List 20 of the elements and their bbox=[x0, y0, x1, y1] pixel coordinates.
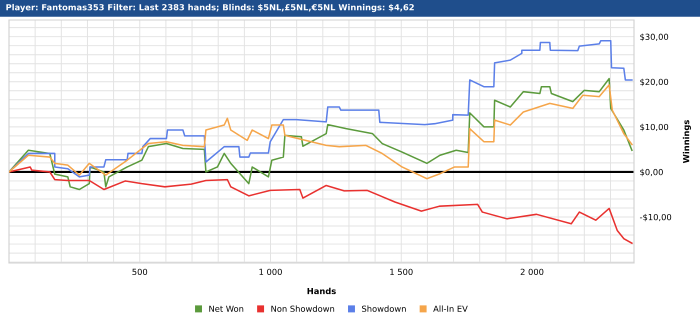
x-tick-label: 1 000 bbox=[259, 268, 282, 276]
y-axis-title: Winnings bbox=[682, 120, 691, 164]
line-series bbox=[9, 78, 633, 190]
chart-title: Player: Fantomas353 Filter: Last 2383 hands; Blinds: $5NL,£5NL,€5NL Winnings: $4,62 bbox=[6, 4, 414, 12]
line-series bbox=[9, 166, 633, 244]
y-tick-label: $0,00 bbox=[640, 168, 663, 176]
legend-label: Showdown bbox=[362, 305, 406, 312]
line-series bbox=[9, 84, 633, 180]
x-tick-label: 2 000 bbox=[520, 268, 544, 276]
legend-label: Net Won bbox=[209, 306, 244, 312]
x-tick-label: 1 500 bbox=[390, 268, 413, 276]
y-tick-label: -$10,00 bbox=[640, 214, 672, 222]
y-tick-label: $20,00 bbox=[640, 78, 668, 86]
legend-label: Non Showdown bbox=[271, 305, 334, 312]
y-tick-label: $10,00 bbox=[640, 124, 668, 132]
line-series bbox=[9, 40, 633, 178]
x-tick-label: 500 bbox=[132, 268, 148, 276]
y-tick-label: $30,00 bbox=[640, 34, 668, 42]
legend-label: All-In EV bbox=[433, 305, 468, 312]
x-axis-title: Hands bbox=[308, 288, 336, 294]
